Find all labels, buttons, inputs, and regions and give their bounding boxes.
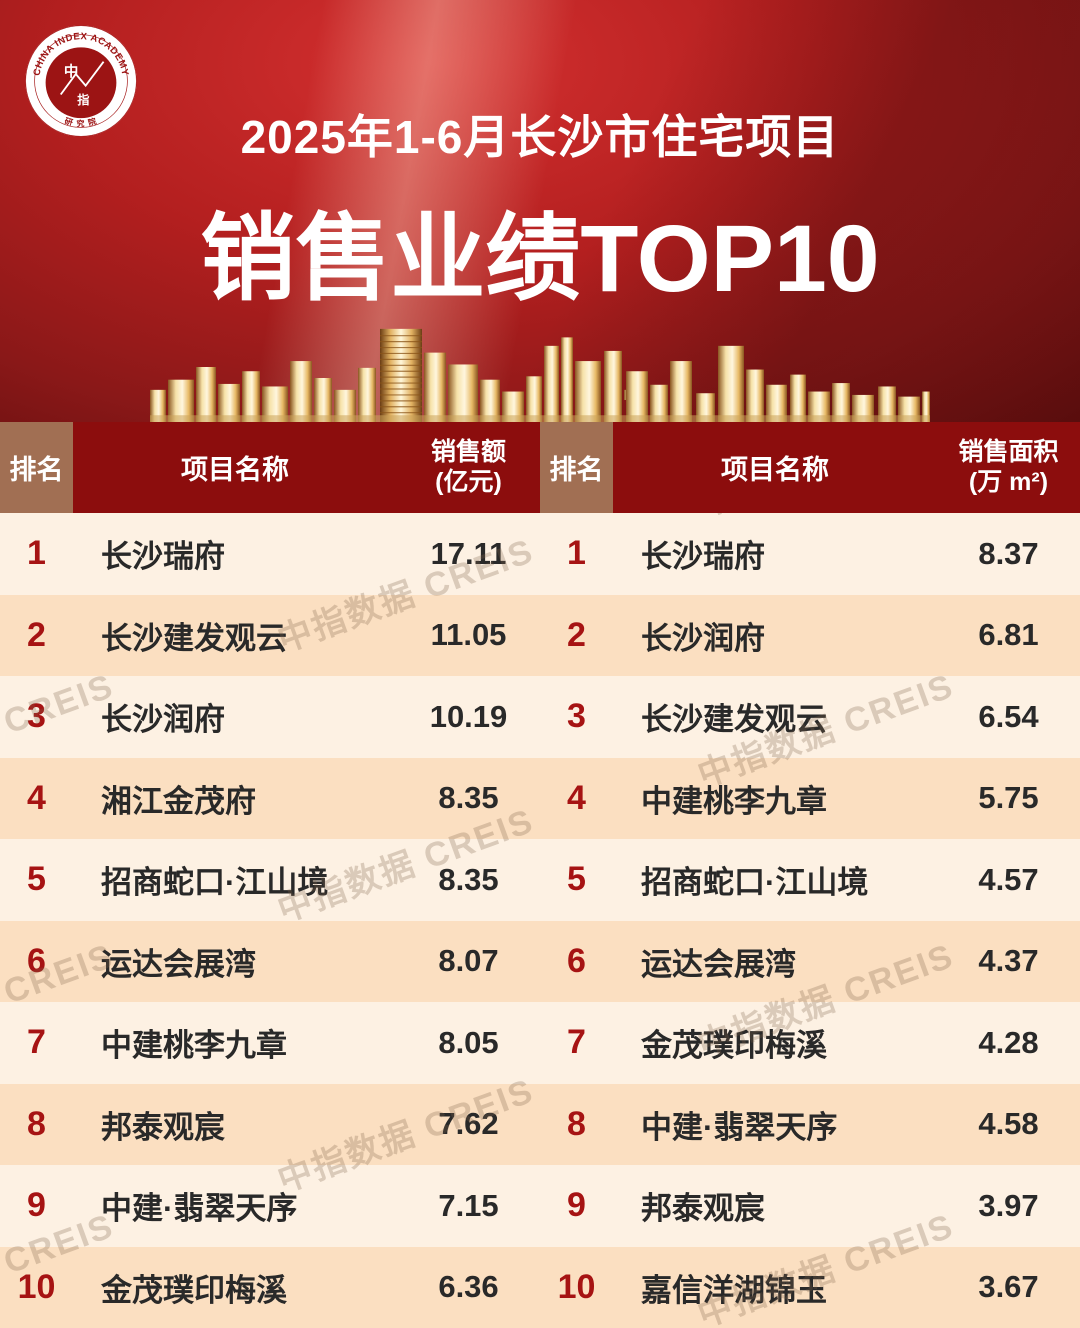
svg-text:中: 中	[64, 62, 79, 80]
